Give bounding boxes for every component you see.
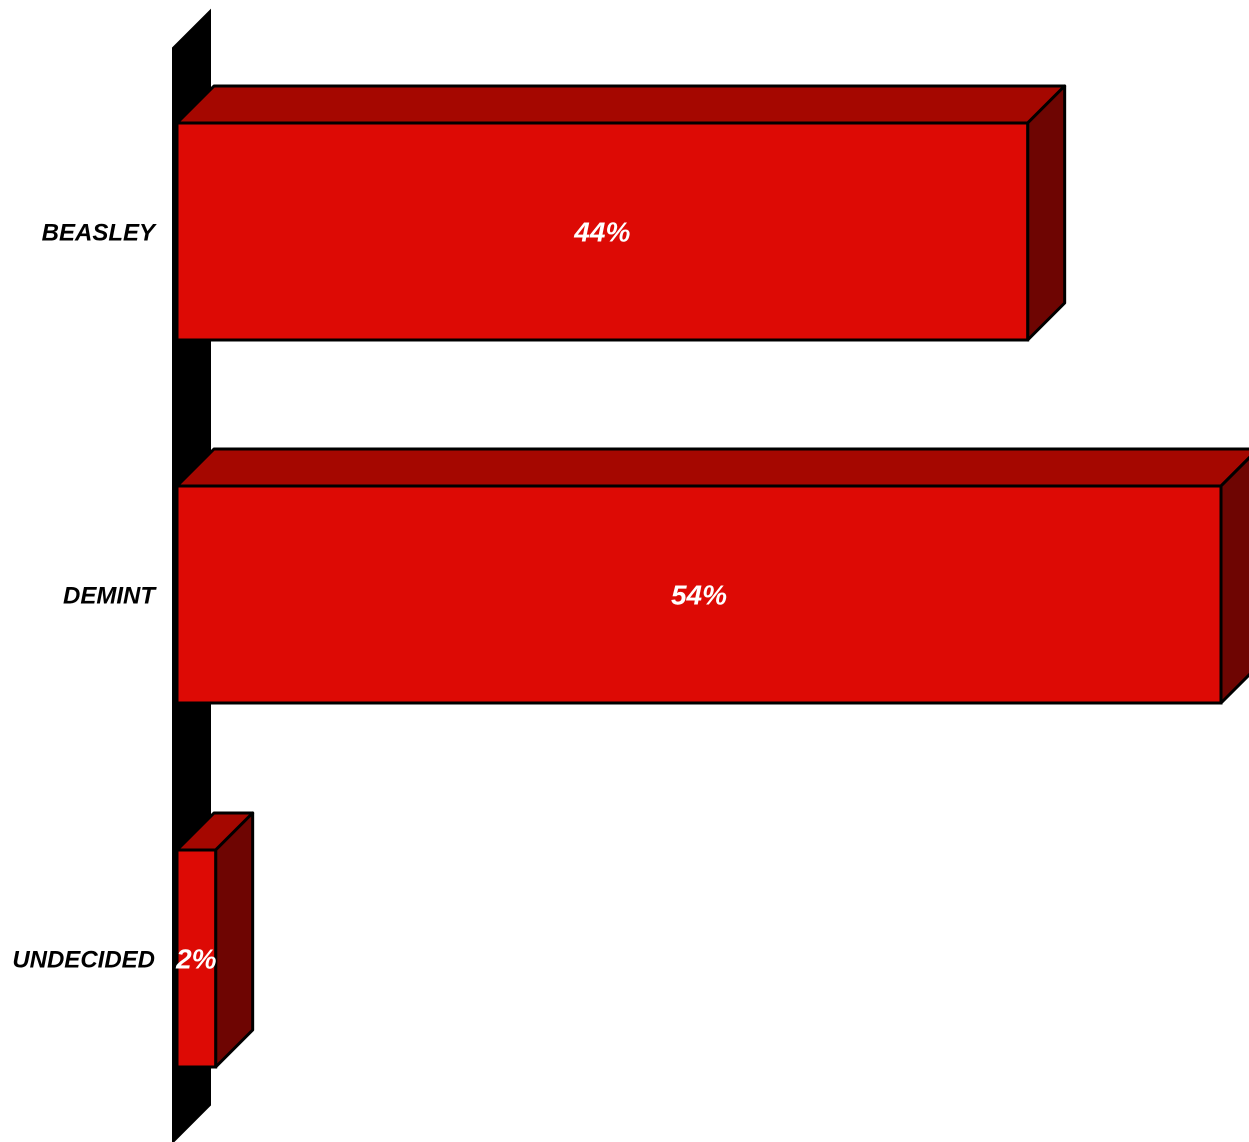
bar-undecided [175, 811, 255, 1069]
data-label-undecided: 2% [175, 944, 217, 975]
data-label-beasley: 44% [573, 217, 630, 248]
bar-front-face [175, 484, 1223, 705]
bar-side-face [1026, 84, 1067, 342]
category-label-demint: DEMINT [63, 583, 157, 610]
bar-top-face [175, 447, 1249, 488]
labels-layer: 44% BEASLEY 54% DEMINT 2% UNDECIDED [12, 217, 727, 975]
bar-front-face [175, 848, 218, 1069]
category-label-undecided: UNDECIDED [12, 947, 155, 974]
bar-side-face [1219, 455, 1249, 705]
bar-front-face [175, 121, 1030, 342]
bar-demint [175, 447, 1249, 705]
bar-top-face [175, 84, 1067, 125]
data-label-demint: 54% [671, 580, 727, 611]
bars-layer [175, 84, 1249, 1069]
category-label-beasley: BEASLEY [42, 220, 157, 247]
bar-beasley [175, 84, 1067, 342]
bar-side-face [214, 811, 255, 1069]
